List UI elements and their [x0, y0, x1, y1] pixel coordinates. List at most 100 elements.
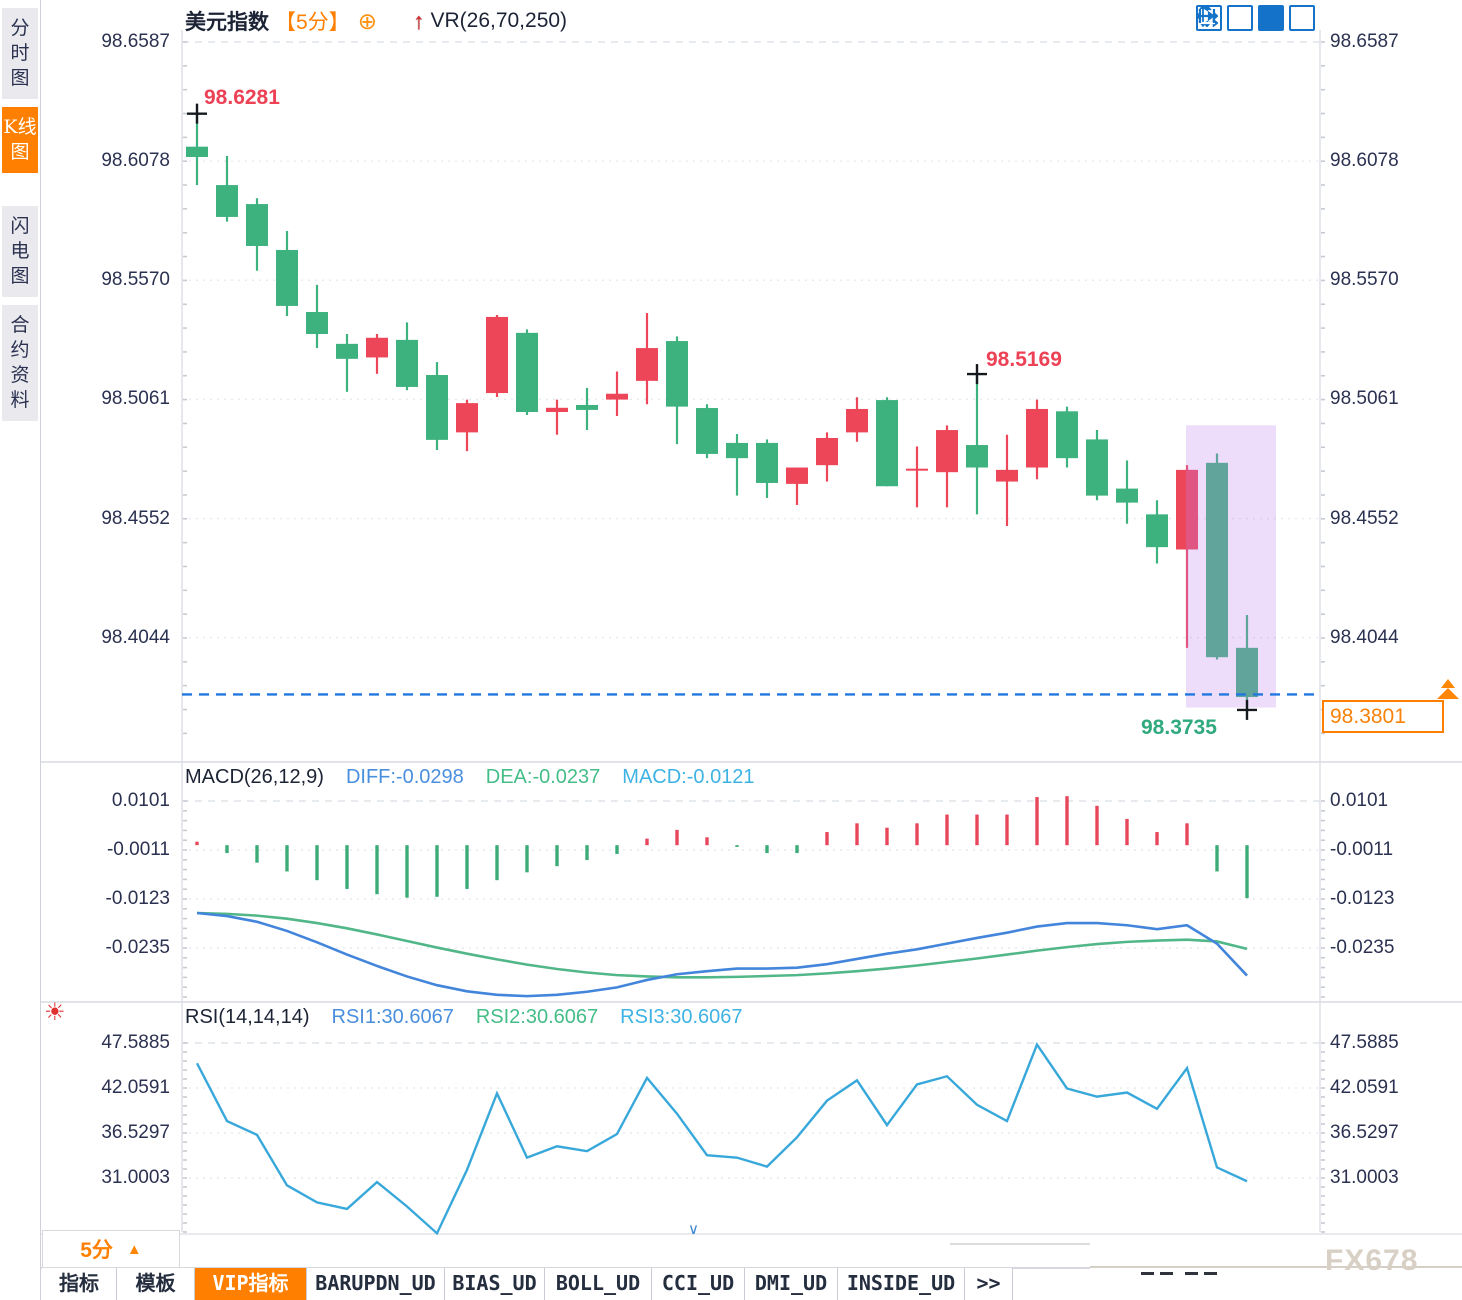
indicator-tab-5[interactable]: BIAS_UD — [445, 1268, 545, 1300]
candle-body — [1206, 462, 1228, 658]
y-axis-label: 98.6587 — [101, 31, 170, 52]
rsi-line — [195, 1041, 1248, 1236]
y-axis-label: -0.0011 — [1330, 839, 1394, 860]
y-axis-label: 98.5061 — [101, 388, 170, 410]
candle-body — [396, 339, 418, 387]
candle-body — [756, 442, 778, 483]
candle-body — [1116, 488, 1138, 503]
vr-indicator-label[interactable]: VR(26,70,250) — [430, 9, 568, 32]
y-axis-label: 42.0591 — [101, 1077, 170, 1098]
indicator-settings-sun-icon[interactable]: ☀ — [44, 999, 66, 1026]
watermark-line — [1090, 1266, 1462, 1268]
period-label: 5分 — [80, 1239, 113, 1262]
scroll-dash[interactable] — [1185, 1272, 1198, 1275]
indicator-tab-7[interactable]: CCI_UD — [652, 1268, 745, 1300]
high-price-label: 98.6281 — [204, 86, 280, 109]
candle-body — [606, 393, 628, 400]
candle-body — [546, 407, 568, 413]
indicator-tab-10[interactable]: >> — [965, 1268, 1013, 1300]
candle-body — [1146, 514, 1168, 548]
candle-body — [516, 332, 538, 413]
candle-body — [636, 348, 658, 381]
highlight-zone — [1186, 425, 1276, 708]
rsi-title[interactable]: RSI(14,14,14) — [185, 1006, 310, 1028]
candle-body — [666, 341, 688, 407]
candle-body — [876, 400, 898, 487]
y-axis-label: 98.5570 — [101, 269, 170, 291]
indicator-tab-2[interactable]: 模板 — [117, 1268, 195, 1300]
low-price-label: 98.3735 — [1141, 716, 1217, 739]
candle-body — [696, 408, 718, 454]
price-alert-arrow-icon — [1437, 688, 1459, 699]
scroll-dash[interactable] — [1141, 1272, 1154, 1275]
y-axis-label: 98.4552 — [1330, 507, 1399, 529]
y-axis-label: 31.0003 — [101, 1167, 170, 1188]
candle-body — [1056, 411, 1078, 459]
period-selector[interactable]: 5分 ▲ — [42, 1230, 180, 1268]
compare-icon[interactable]: ⊕ — [357, 7, 377, 34]
interval-tag[interactable]: 【5分】 — [275, 11, 350, 34]
indicator-tab-8[interactable]: DMI_UD — [745, 1268, 838, 1300]
axis-range-icon[interactable] — [1198, 5, 1253, 31]
y-axis-label: 98.6078 — [1330, 150, 1399, 172]
macd-title[interactable]: MACD(26,12,9) — [185, 766, 324, 788]
collapse-chevron-icon[interactable]: ∨ — [688, 1221, 699, 1238]
sidebar-tab-1[interactable]: 分时图 — [2, 8, 38, 99]
candle-body — [1236, 647, 1258, 698]
sidebar-tab-4[interactable]: 合约资料 — [2, 305, 38, 421]
y-axis-label: 98.4044 — [1330, 626, 1399, 648]
candle-body — [246, 204, 268, 246]
macd-hist-value: MACD:-0.0121 — [622, 766, 755, 788]
y-axis-label: 98.4552 — [101, 507, 170, 529]
y-axis-label: 98.6587 — [1330, 31, 1399, 52]
macd-diff-value: DIFF:-0.0298 — [345, 766, 464, 788]
indicator-tab-9[interactable]: INSIDE_UD — [838, 1268, 965, 1300]
indicator-tab-1[interactable]: 指标 — [42, 1268, 117, 1300]
scroll-dash[interactable] — [1160, 1272, 1173, 1275]
rsi-header: RSI(14,14,14) RSI1:30.6067 RSI2:30.6067 … — [185, 1006, 743, 1029]
y-axis-label: -0.0123 — [1330, 888, 1395, 909]
candle-body — [276, 249, 298, 306]
period-up-icon: ▲ — [126, 1240, 142, 1258]
y-axis-label: 47.5885 — [101, 1032, 170, 1053]
sidebar-tab-3[interactable]: 闪电图 — [2, 206, 38, 297]
candle-body — [996, 469, 1018, 482]
candle-body — [936, 430, 958, 473]
candle-body — [216, 185, 238, 217]
rsi1-value: RSI1:30.6067 — [331, 1006, 454, 1028]
candle-body — [336, 343, 358, 359]
instrument-title: 美元指数 — [185, 11, 269, 34]
y-axis-label: -0.0011 — [106, 839, 170, 860]
indicator-tab-4[interactable]: BARUPDN_UD — [307, 1268, 445, 1300]
y-axis-label: 47.5885 — [1330, 1032, 1399, 1053]
diff-line — [196, 911, 1248, 998]
candle-body — [576, 404, 598, 410]
candle-body — [726, 442, 748, 459]
scroll-dash[interactable] — [1204, 1272, 1217, 1275]
goto-latest-icon[interactable] — [1198, 5, 1315, 31]
signal-arrow-icon: ↑ — [412, 7, 425, 34]
y-axis-label: 36.5297 — [101, 1122, 170, 1143]
swing-high-price-label: 98.5169 — [986, 348, 1062, 371]
candle-body — [306, 312, 328, 335]
indicator-tab-6[interactable]: BOLL_UD — [545, 1268, 652, 1300]
y-axis-label: 42.0591 — [1330, 1077, 1399, 1098]
dea-line — [196, 911, 1248, 979]
y-axis-label: 0.0101 — [111, 790, 170, 811]
main-chart-header: 美元指数 【5分】 ⊕ ↑ VR(26,70,250) — [185, 6, 567, 36]
candle-body — [186, 146, 208, 157]
watermark: FX678 — [1325, 1244, 1419, 1277]
y-axis-label: 98.5570 — [1330, 269, 1399, 291]
scroll-track — [950, 1243, 1090, 1245]
y-axis-label: 36.5297 — [1330, 1122, 1399, 1143]
candle-body — [426, 375, 448, 440]
sidebar-tab-2[interactable]: K线图 — [2, 107, 38, 173]
indicator-tab-3[interactable]: VIP指标 — [195, 1268, 307, 1300]
y-axis-label: -0.0235 — [105, 937, 170, 958]
y-axis-label: -0.0235 — [1330, 937, 1395, 958]
sidebar: 分时图 K线图闪电图合约资料 — [0, 0, 41, 1300]
candle-body — [456, 403, 478, 433]
autoplay-icon[interactable] — [1199, 5, 1284, 31]
